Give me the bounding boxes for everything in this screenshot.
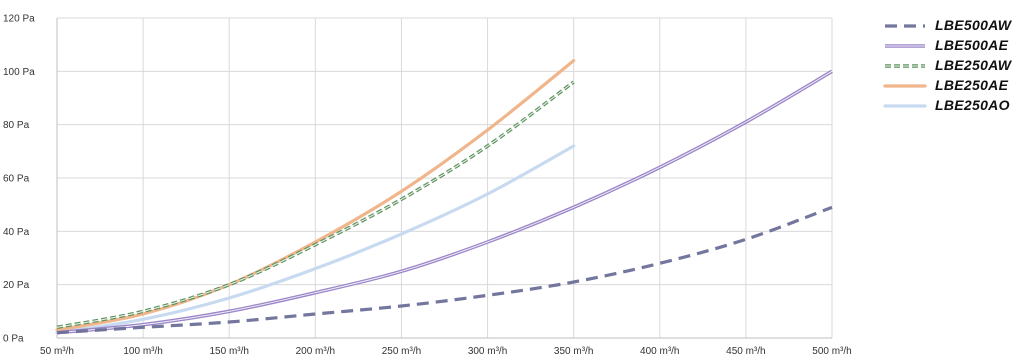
line-chart: 0 Pa 20 Pa 40 Pa 60 Pa 80 Pa 100 Pa 120 Pa 50 … — [3, 14, 852, 358]
series-line-lbe250aw — [56, 81, 574, 328]
series-lbe250aw — [56, 80, 575, 330]
series-lbe500ae — [56, 69, 833, 335]
x-tick-label: 300 m³/h — [468, 346, 507, 357]
legend-label-lbe250aw: LBE250AW — [935, 57, 1012, 73]
legend-swatch-lbe500aw — [885, 24, 925, 28]
gridlines — [56, 17, 833, 339]
x-tick-label: 400 m³/h — [640, 346, 679, 357]
series-lbe250ao — [55, 144, 576, 335]
y-tick-label: 80 Pa — [3, 120, 30, 131]
legend-item-lbe500ae: LBE500AE — [883, 36, 1023, 56]
legend: LBE500AW LBE500AE LBE250AW LBE250AE LBE2… — [883, 16, 1023, 116]
y-tick-label: 20 Pa — [3, 280, 30, 291]
legend-swatch-lbe500ae — [885, 44, 925, 48]
x-tick-label: 250 m³/h — [382, 346, 421, 357]
legend-item-lbe250aw: LBE250AW — [883, 56, 1023, 76]
axes — [56, 18, 832, 339]
legend-swatch-lbe250ao — [883, 104, 927, 108]
legend-label-lbe250ao: LBE250AO — [935, 97, 1010, 113]
series-line-lbe500ae — [56, 70, 833, 334]
series-line-lbe500aw — [56, 205, 833, 335]
y-tick-label: 120 Pa — [3, 14, 35, 25]
x-tick-label: 100 m³/h — [123, 346, 162, 357]
y-tick-label: 60 Pa — [3, 174, 30, 185]
x-tick-label: 450 m³/h — [726, 346, 765, 357]
x-tick-label: 150 m³/h — [209, 346, 248, 357]
x-tick-label: 350 m³/h — [554, 346, 593, 357]
x-tick-label: 50 m³/h — [40, 346, 74, 357]
y-tick-label: 40 Pa — [3, 227, 30, 238]
x-tick-label: 500 m³/h — [812, 346, 851, 357]
legend-item-lbe250ao: LBE250AO — [883, 96, 1023, 116]
series-line-lbe250ae — [55, 59, 576, 332]
x-tick-labels: 50 m³/h 100 m³/h 150 m³/h 200 m³/h 250 m³/h 3… — [40, 346, 852, 357]
legend-swatch-lbe250aw — [885, 64, 925, 68]
legend-label-lbe500ae: LBE500AE — [935, 37, 1009, 53]
series-line-lbe250ao — [55, 144, 576, 335]
series-lbe500aw — [56, 205, 833, 335]
y-tick-label: 100 Pa — [3, 67, 35, 78]
series-lines — [55, 59, 833, 335]
y-tick-labels: 0 Pa 20 Pa 40 Pa 60 Pa 80 Pa 100 Pa 120 Pa — [3, 14, 35, 345]
x-tick-label: 200 m³/h — [296, 346, 335, 357]
legend-label-lbe250ae: LBE250AE — [935, 77, 1009, 93]
legend-item-lbe250ae: LBE250AE — [883, 76, 1023, 96]
legend-item-lbe500aw: LBE500AW — [883, 16, 1023, 36]
y-tick-label: 0 Pa — [3, 334, 24, 345]
legend-swatch-lbe250ae — [883, 84, 927, 88]
series-line-lbe500ae — [56, 69, 833, 335]
series-lbe250ae — [55, 59, 576, 332]
legend-label-lbe500aw: LBE500AW — [935, 17, 1012, 33]
